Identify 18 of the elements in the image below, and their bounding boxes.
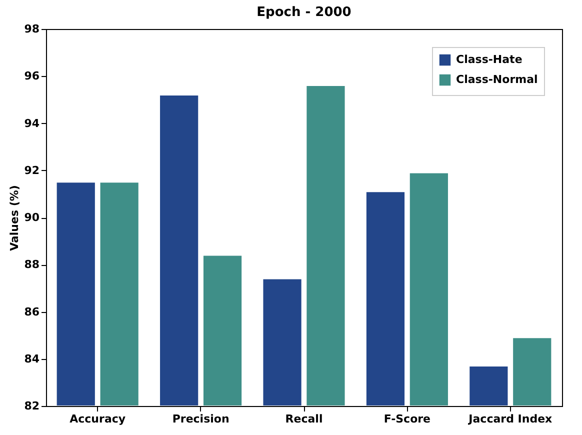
y-tick-label: 98 (24, 22, 40, 36)
x-tick-label: Recall (285, 412, 323, 426)
y-tick-label: 96 (24, 70, 40, 83)
x-tick-label: Precision (172, 412, 230, 426)
x-tick-label: F-Score (384, 412, 431, 426)
y-tick-label: 86 (24, 305, 40, 318)
y-axis-title: Values (%) (8, 185, 22, 251)
chart-title: Epoch - 2000 (256, 5, 352, 20)
y-tick-label: 94 (24, 116, 40, 130)
y-tick-label: 84 (24, 352, 40, 366)
y-tick-label: 90 (24, 211, 40, 224)
x-tick-label: Jaccard Index (468, 412, 552, 426)
y-tick-label: 82 (24, 400, 40, 412)
y-tick-label: 88 (24, 258, 40, 272)
x-tick-label: Accuracy (70, 412, 126, 426)
legend-label: Class-Normal (456, 73, 538, 86)
legend-label: Class-Hate (456, 53, 522, 66)
y-tick-label: 92 (24, 164, 40, 177)
